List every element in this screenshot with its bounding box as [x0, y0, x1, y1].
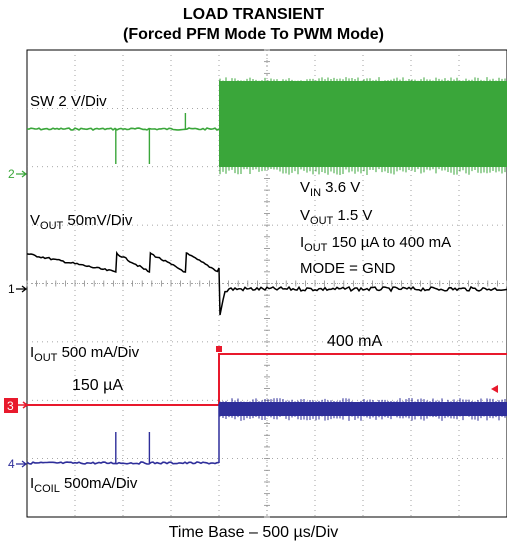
- cond-vout-rest: 1.5 V: [333, 207, 372, 224]
- cond-vout: VOUT 1.5 V: [300, 207, 372, 227]
- vout-label-main: V: [30, 212, 40, 229]
- grid: [26, 49, 507, 518]
- iout-low-label: 150 µA: [72, 377, 123, 394]
- sw-label: SW 2 V/Div: [30, 93, 107, 110]
- trigger-level-icon: [491, 385, 498, 393]
- icoil-trace-pwm-band: [219, 402, 507, 416]
- cond-vout-main: V: [300, 207, 310, 224]
- traces: [26, 77, 507, 465]
- ch4-marker: 4: [8, 457, 15, 471]
- iout-label: IOUT 500 mA/Div: [30, 344, 140, 364]
- iout-label-main: I: [30, 344, 34, 361]
- ch2-arrow: [16, 170, 27, 178]
- ch3-marker-box: [4, 398, 18, 413]
- vout-label: VOUT 50mV/Div: [30, 212, 133, 232]
- iout-trace: [27, 353, 507, 406]
- cond-vin-main: V: [300, 179, 310, 196]
- vout-label-rest: 50mV/Div: [63, 212, 133, 229]
- iout-label-rest: 500 mA/Div: [57, 344, 139, 361]
- iout-label-sub: OUT: [34, 352, 58, 364]
- icoil-label-main: I: [30, 475, 34, 492]
- iout-step-marker: [216, 346, 222, 352]
- ch3-marker: 3: [7, 399, 14, 413]
- ch3-arrow: [18, 401, 29, 409]
- vout-label-sub: OUT: [40, 220, 64, 232]
- icoil-label: ICOIL 500mA/Div: [30, 475, 138, 495]
- ch4-arrow: [16, 460, 27, 468]
- chart-title: LOAD TRANSIENT: [182, 6, 325, 23]
- sw-trace-pwm-band: [219, 81, 507, 167]
- cond-vin-rest: 3.6 V: [321, 179, 360, 196]
- icoil-label-sub: COIL: [34, 483, 60, 495]
- cond-iout: IOUT 150 µA to 400 mA: [300, 234, 451, 254]
- iout-high-label: 400 mA: [327, 333, 382, 350]
- cond-mode: MODE = GND: [300, 260, 396, 277]
- cond-iout-main: I: [300, 234, 304, 251]
- x-axis-label: Time Base – 500 µs/Div: [168, 524, 339, 541]
- ch2-marker: 2: [8, 167, 15, 181]
- ch1-arrow: [16, 285, 27, 293]
- cond-iout-rest: 150 µA to 400 mA: [327, 234, 451, 251]
- cond-iout-sub: OUT: [304, 242, 328, 254]
- icoil-trace-pfm: [26, 461, 220, 465]
- icoil-label-rest: 500mA/Div: [60, 475, 138, 492]
- vout-trace: [27, 250, 507, 316]
- chart-subtitle: (Forced PFM Mode To PWM Mode): [122, 26, 384, 43]
- cond-vout-sub: OUT: [310, 215, 334, 227]
- cond-vin: VIN 3.6 V: [300, 179, 360, 199]
- ch1-marker: 1: [8, 282, 15, 296]
- sw-trace-pfm: [26, 127, 220, 131]
- cond-vin-sub: IN: [310, 187, 321, 199]
